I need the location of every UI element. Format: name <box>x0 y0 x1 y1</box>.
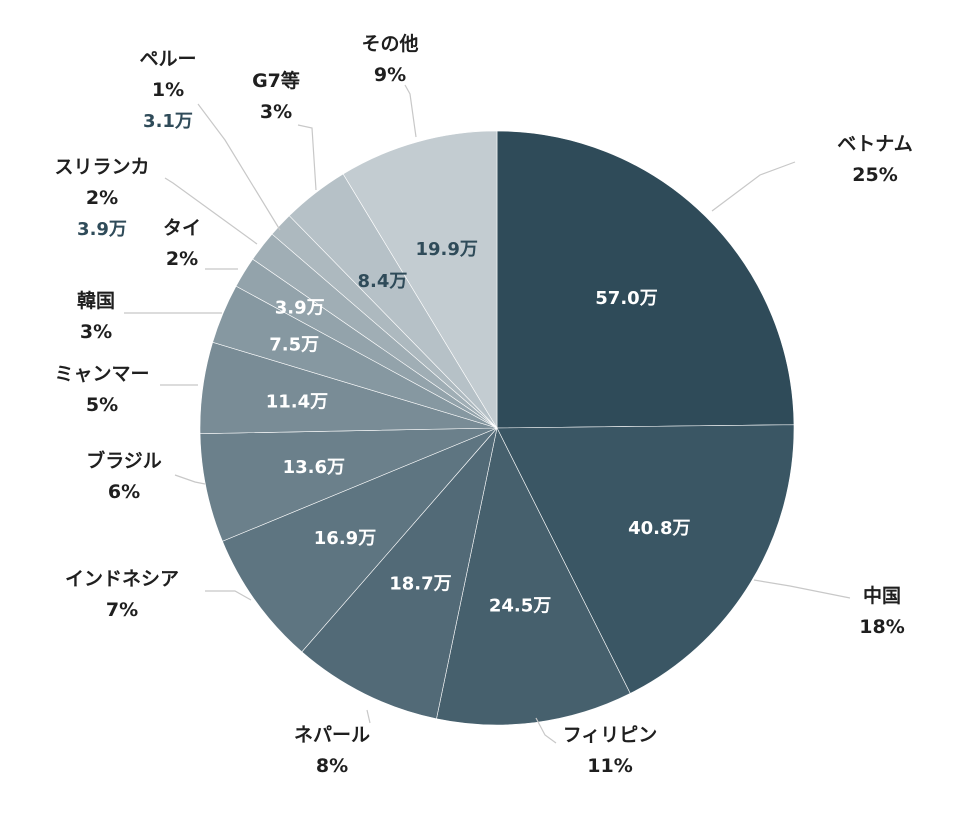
slice-value-label: 8.4万 <box>357 271 407 292</box>
slice-percent-label: 3% <box>260 101 292 123</box>
slice-value-label: 3.9万 <box>275 298 325 319</box>
leader-line <box>205 590 252 601</box>
slice-value-label: 57.0万 <box>595 288 657 309</box>
slice-name-label: ネパール <box>294 724 370 746</box>
leader-line <box>197 103 281 231</box>
slice-value-label: 24.5万 <box>489 596 551 617</box>
slice-percent-label: 18% <box>859 616 904 638</box>
slice-percent-label: 2% <box>86 187 118 209</box>
leader-line <box>297 124 317 191</box>
leader-line <box>164 177 258 245</box>
slice-name-label: フィリピン <box>563 724 658 746</box>
leader-line <box>174 474 206 485</box>
slice-value-label: 3.9万 <box>77 219 127 240</box>
slice-name-label: インドネシア <box>65 568 179 590</box>
leader-line <box>711 161 796 212</box>
slice-percent-label: 3% <box>80 321 112 343</box>
slice-name-label: 中国 <box>863 584 901 607</box>
slice-percent-label: 25% <box>852 164 897 186</box>
leader-line <box>366 709 371 724</box>
slice-percent-label: 9% <box>374 64 406 86</box>
slice-percent-label: 11% <box>587 755 632 777</box>
slice-percent-label: 1% <box>152 79 184 101</box>
pie-slice <box>496 424 795 694</box>
leader-line <box>404 84 417 138</box>
slice-percent-label: 6% <box>108 481 140 503</box>
pie-slice <box>222 427 498 653</box>
slice-value-label: 7.5万 <box>269 334 319 355</box>
slice-name-label: ベトナム <box>837 133 912 155</box>
slice-name-label: 韓国 <box>77 289 115 312</box>
leader-line <box>753 579 851 599</box>
pie-slice <box>301 426 498 720</box>
slice-name-label: ペルー <box>139 48 196 70</box>
slice-value-label: 3.1万 <box>143 111 193 132</box>
pie-slice <box>436 427 631 726</box>
slice-value-label: 40.8万 <box>628 518 690 539</box>
slice-value-label: 16.9万 <box>314 528 376 549</box>
slice-name-label: G7等 <box>252 69 300 92</box>
slice-percent-label: 5% <box>86 394 118 416</box>
slice-value-label: 18.7万 <box>389 573 451 594</box>
slice-value-label: 13.6万 <box>283 457 345 478</box>
pie-slice <box>342 130 498 430</box>
pie-slice <box>496 130 795 429</box>
slice-percent-label: 2% <box>166 248 198 270</box>
slice-value-label: 19.9万 <box>415 239 477 260</box>
slice-name-label: スリランカ <box>54 156 149 178</box>
slice-percent-label: 7% <box>106 599 138 621</box>
leader-lines <box>124 84 851 744</box>
slice-name-label: タイ <box>163 217 201 239</box>
slice-name-label: ミャンマー <box>54 363 149 385</box>
leader-line <box>535 717 557 744</box>
slice-name-label: ブラジル <box>86 449 162 472</box>
pie-slices <box>199 130 795 726</box>
slice-value-label: 11.4万 <box>266 392 328 413</box>
slice-name-label: その他 <box>361 32 418 55</box>
slice-percent-label: 8% <box>316 755 348 777</box>
